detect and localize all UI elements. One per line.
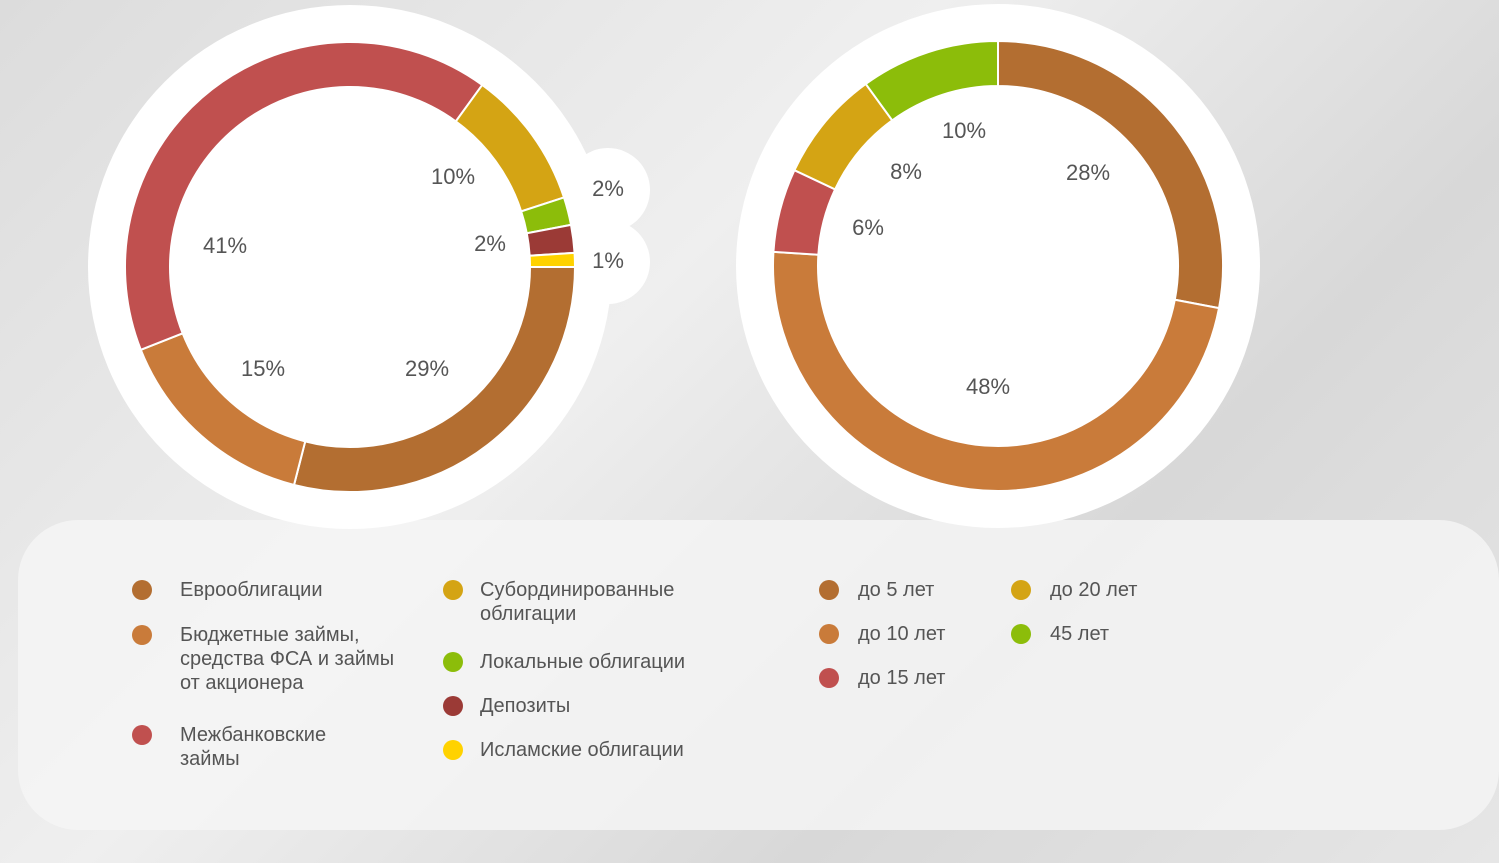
legend-swatch (132, 625, 152, 645)
donut-segment (124, 41, 484, 352)
value-label: 10% (431, 164, 475, 189)
legend-label: 45 лет (1050, 623, 1110, 645)
donut-segment (528, 251, 577, 268)
legend-swatch (1011, 580, 1031, 600)
value-label: 29% (405, 356, 449, 381)
value-label: 6% (852, 215, 884, 240)
legend-label: Бюджетные займы, средства ФСА и займы от… (180, 624, 395, 694)
legend-label: Локальные облигации (480, 651, 686, 673)
value-label: 10% (942, 118, 986, 143)
legend-label: Исламские облигации (480, 739, 684, 761)
legend-label: Еврооблигации (180, 579, 323, 601)
value-label: 2% (474, 231, 506, 256)
legend-swatch (443, 580, 463, 600)
legend-swatch (132, 580, 152, 600)
legend-swatch (819, 668, 839, 688)
halo (566, 148, 650, 232)
legend-panel (18, 520, 1499, 830)
donut-segment (772, 250, 1221, 492)
value-label: 2% (592, 176, 624, 201)
value-label: 41% (203, 233, 247, 258)
legend-swatch (819, 624, 839, 644)
legend-label: Субординированные облигации (480, 579, 675, 625)
legend-label: Депозиты (480, 695, 571, 717)
halo (566, 220, 650, 304)
legend-swatch (1011, 624, 1031, 644)
legend-swatch (443, 740, 463, 760)
value-label: 28% (1066, 160, 1110, 185)
value-label: 15% (241, 356, 285, 381)
legend-swatch (819, 580, 839, 600)
value-label: 1% (592, 248, 624, 273)
legend-label: до 10 лет (858, 623, 946, 645)
legend-label: до 5 лет (858, 579, 935, 601)
legend-swatch (443, 652, 463, 672)
legend-swatch (132, 725, 152, 745)
donut-segment (864, 39, 999, 122)
legend-label: Межбанковские займы (180, 724, 327, 770)
value-label: 8% (890, 159, 922, 184)
value-label: 48% (966, 374, 1010, 399)
legend-label: до 15 лет (858, 667, 946, 689)
legend-label: до 20 лет (1050, 579, 1138, 601)
legend-swatch (443, 696, 463, 716)
